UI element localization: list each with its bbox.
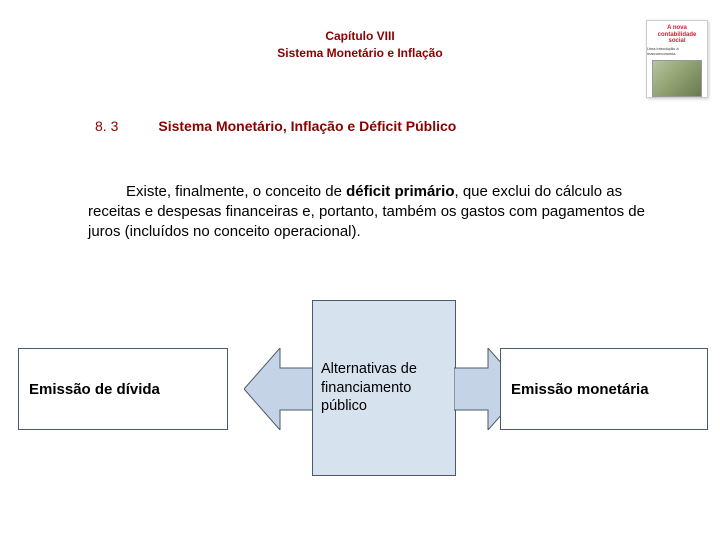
- diagram-box-right: Emissão monetária: [500, 348, 708, 430]
- financing-diagram: Emissão de dívida Alternativas de financ…: [0, 300, 720, 520]
- body-paragraph: Existe, finalmente, o conceito de défici…: [0, 134, 720, 243]
- section-number: 8. 3: [95, 118, 118, 134]
- diagram-right-label: Emissão monetária: [511, 381, 649, 398]
- section-title: Sistema Monetário, Inflação e Déficit Pú…: [158, 118, 456, 134]
- book-cover-image: [652, 60, 702, 97]
- book-title-line: A nova contabilidade social: [656, 25, 699, 45]
- diagram-left-label: Emissão de dívida: [29, 381, 160, 398]
- paragraph-part-a: Existe, finalmente, o conceito de: [126, 183, 346, 200]
- slide-header: Capítulo VIII Sistema Monetário e Inflaç…: [0, 0, 720, 62]
- diagram-box-left: Emissão de dívida: [18, 348, 228, 430]
- subject-label: Sistema Monetário e Inflação: [0, 45, 720, 62]
- book-subtitle: Uma introdução à macroeconomia: [647, 46, 707, 56]
- chapter-label: Capítulo VIII: [0, 28, 720, 45]
- diagram-box-center: Alternativas de financiamento público: [312, 300, 456, 476]
- arrow-left-icon: [244, 348, 314, 430]
- paragraph-bold-term: déficit primário: [346, 183, 454, 200]
- diagram-center-label: Alternativas de financiamento público: [321, 360, 447, 417]
- section-heading: 8. 3 Sistema Monetário, Inflação e Défic…: [0, 118, 720, 134]
- book-cover-thumbnail: A nova contabilidade social Uma introduç…: [646, 20, 708, 98]
